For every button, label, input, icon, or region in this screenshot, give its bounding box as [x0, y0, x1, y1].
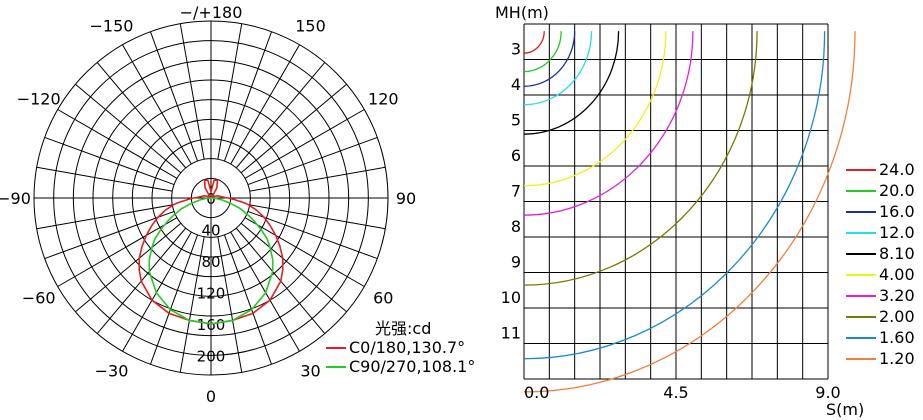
polar-spoke: [240, 222, 347, 313]
polar-series-curve-2: [148, 197, 274, 325]
polar-spoke: [247, 136, 378, 186]
angle-tick-label: 60: [373, 289, 393, 308]
isolux-legend-label: 16.0: [879, 202, 915, 221]
polar-spoke: [247, 210, 378, 260]
isolux-legend-label: 20.0: [879, 181, 915, 200]
isolux-legend-label: 2.00: [879, 307, 915, 326]
radial-tick-label: 160: [197, 316, 226, 334]
polar-intensity-chart: 0 40 80 120 160 200 −/+180 −150 150 −120 120 −90 90 −…: [0, 3, 416, 406]
polar-spoke: [179, 236, 205, 373]
polar-spoke: [244, 217, 365, 287]
isolux-y-tick-label: 10: [501, 288, 521, 307]
isolux-legend-label: 8.10: [879, 244, 915, 263]
isolux-y-tick-label: 7: [511, 182, 521, 201]
isolux-y-tick-label: 4: [511, 75, 521, 94]
isolux-legend-label: 12.0: [879, 223, 915, 242]
polar-spoke: [57, 109, 178, 179]
isolux-x-tick-label: 4.5: [663, 383, 688, 402]
polar-spoke: [223, 234, 273, 365]
isolux-legend-label: 1.20: [879, 349, 915, 368]
polar-unit-label: 光强:cd: [375, 319, 431, 338]
angle-tick-label: −/+180: [180, 3, 243, 22]
polar-spoke: [249, 166, 386, 192]
polar-spoke: [235, 62, 326, 169]
isolux-x-tick-label: 0.0: [524, 383, 549, 402]
polar-spoke: [230, 231, 300, 352]
isolux-legend-label: 1.60: [879, 328, 915, 347]
polar-spoke: [149, 31, 199, 162]
isolux-y-axis-label: MH(m): [495, 3, 549, 22]
radial-tick-label: 120: [197, 284, 226, 302]
isolux-legend-label: 24.0: [879, 160, 915, 179]
polar-spoke: [75, 83, 182, 174]
polar-spoke: [240, 83, 347, 174]
angle-tick-label: −150: [90, 17, 134, 36]
polar-spoke: [57, 217, 178, 287]
polar-legend-label: C90/270,108.1°: [349, 357, 475, 376]
polar-spoke: [149, 234, 199, 365]
isolux-top-mask: [523, 0, 829, 24]
polar-spoke: [223, 31, 273, 162]
polar-spoke: [179, 23, 205, 160]
isolux-contour-3: [523, 31, 576, 87]
polar-spoke: [44, 210, 175, 260]
polar-spoke: [217, 23, 243, 160]
polar-legend-label: C0/180,130.7°: [349, 338, 465, 357]
polar-spoke: [75, 222, 182, 313]
polar-spoke: [230, 44, 300, 165]
isolux-contour-7: [523, 31, 694, 216]
radial-tick-label: 200: [197, 347, 226, 365]
isolux-contour-5: [523, 31, 620, 135]
polar-spoke: [217, 236, 243, 373]
angle-tick-label: 150: [295, 17, 326, 36]
angle-tick-label: −120: [17, 90, 61, 109]
angle-tick-label: −30: [95, 361, 129, 380]
polar-spoke: [96, 62, 187, 169]
angle-tick-label: 30: [300, 361, 320, 380]
polar-spoke: [249, 204, 386, 230]
isolux-y-tick-label: 6: [511, 146, 521, 165]
isolux-x-tick-label: 9.0: [815, 383, 840, 402]
polar-spoke: [244, 109, 365, 179]
isolux-contour-9: [523, 31, 826, 360]
isolux-x-axis-label: S(m): [826, 400, 864, 419]
radial-tick-label: 0: [206, 190, 216, 208]
angle-tick-label: −60: [22, 289, 56, 308]
isolux-legend-label: 3.20: [879, 286, 915, 305]
isolux-contour-6: [523, 31, 667, 187]
polar-spoke: [44, 136, 175, 186]
angle-tick-label: 90: [396, 189, 416, 208]
radial-tick-label: 40: [201, 222, 220, 240]
isolux-contour-8: [523, 31, 758, 286]
polar-spoke: [122, 44, 192, 165]
radial-tick-label: 80: [201, 253, 220, 271]
isolux-y-tick-label: 8: [511, 217, 521, 236]
angle-tick-label: 0: [206, 387, 216, 406]
isolux-contour-10: [523, 31, 856, 393]
isolux-y-tick-label: 3: [511, 40, 521, 59]
isolux-y-tick-label: 9: [511, 253, 521, 272]
isolux-contour-4: [523, 31, 593, 106]
isolux-chart: MH(m) S(m) 3 4 5 6 7 8 9 10 11 0.0 4.5 9.0: [495, 0, 864, 419]
isolux-contour-2: [523, 31, 562, 73]
polar-spoke: [36, 204, 173, 230]
polar-spoke: [122, 231, 192, 352]
isolux-legend: 24.0 20.0 16.0 12.0 8.10 4.00 3.20 2.00 1.60 1.20: [846, 160, 915, 368]
isolux-y-tick-label: 11: [501, 324, 521, 343]
polar-spoke: [36, 166, 173, 192]
isolux-contour-1: [523, 31, 545, 54]
isolux-y-tick-label: 5: [511, 111, 521, 130]
angle-tick-label: −90: [0, 189, 31, 208]
angle-tick-label: 120: [368, 90, 399, 109]
isolux-legend-label: 4.00: [879, 265, 915, 284]
